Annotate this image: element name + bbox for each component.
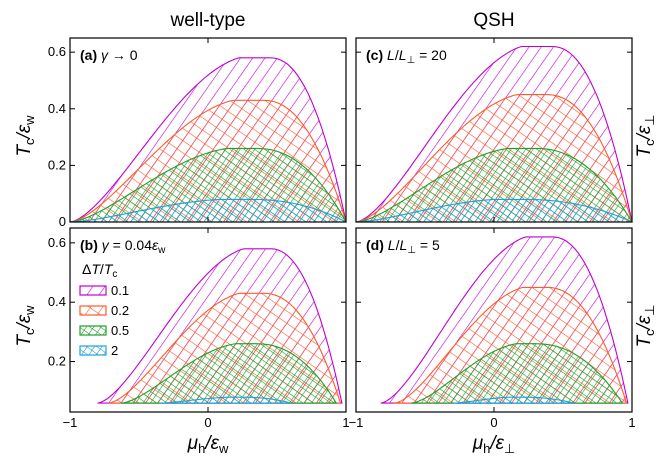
panels: 00.20.40.60.20.40.6−1 0 1−1 0 1 xyxy=(48,37,636,430)
svg-text:μh/εw: μh/εw xyxy=(187,433,229,456)
legend-entry-2: 2 xyxy=(79,343,118,358)
x-tick-label: 0 xyxy=(490,415,497,430)
legend-entry-0-1: 0.1 xyxy=(79,283,129,298)
x-tick-label: −1 xyxy=(349,415,364,430)
legend-entry-0-5: 0.5 xyxy=(79,323,129,338)
y-tick-label: 0 xyxy=(59,214,66,229)
legend: ΔT/Tc 0.1 0.2 0.5 2 xyxy=(79,261,129,358)
area-series-0-5 xyxy=(411,343,624,404)
panel-b: 0.2 0.4 0.6 −1 0 1 xyxy=(48,227,350,430)
y-tick-label: 0.2 xyxy=(48,354,66,369)
ylabel-right-bottom: Tc/ε⊥ xyxy=(634,304,657,347)
legend-label: 0.1 xyxy=(111,283,129,298)
x-tick-label: 1 xyxy=(342,415,349,430)
area-series-2 xyxy=(355,198,633,223)
y-tick-label: 0.6 xyxy=(48,44,66,59)
panel-label-d: (d) L/L⊥ = 5 xyxy=(366,237,440,256)
y-tick-label: 0.2 xyxy=(48,157,66,172)
ylabel-left-top: Tc/εw xyxy=(14,115,37,157)
svg-text:Tc/εw: Tc/εw xyxy=(14,115,37,157)
svg-text:(a) γ → 0: (a) γ → 0 xyxy=(80,47,138,63)
panel-c xyxy=(355,37,633,223)
legend-label: 2 xyxy=(111,343,118,358)
y-tick-label: 0.6 xyxy=(48,235,66,250)
area-series-2 xyxy=(159,396,291,404)
legend-entry-0-2: 0.2 xyxy=(79,303,129,318)
area-series-0-5 xyxy=(121,343,338,404)
panel-label-c: (c) L/L⊥ = 20 xyxy=(366,47,447,66)
legend-swatch xyxy=(79,285,107,296)
panel-d: −1 0 1 xyxy=(349,227,636,430)
ylabel-left-bottom: Tc/εw xyxy=(14,305,37,347)
x-tick-label: 0 xyxy=(204,415,211,430)
column-title-right: QSH xyxy=(473,10,514,31)
xlabel-right: μh/ε⊥ xyxy=(472,433,516,456)
legend-swatch xyxy=(79,325,107,336)
svg-text:Tc/ε⊥: Tc/ε⊥ xyxy=(634,114,657,157)
area-series-2 xyxy=(452,396,575,404)
x-tick-label: 1 xyxy=(628,415,635,430)
y-tick-label: 0.4 xyxy=(48,101,66,116)
legend-title: ΔT/Tc xyxy=(82,261,117,280)
svg-text:(b) γ = 0.04εw: (b) γ = 0.04εw xyxy=(80,237,166,256)
svg-text:(c) L/L⊥ = 20: (c) L/L⊥ = 20 xyxy=(366,47,447,66)
x-tick-label: −1 xyxy=(63,415,78,430)
legend-label: 0.2 xyxy=(111,303,129,318)
y-tick-label: 0.4 xyxy=(48,294,66,309)
legend-label: 0.5 xyxy=(111,323,129,338)
svg-text:Tc/εw: Tc/εw xyxy=(14,305,37,347)
legend-swatch xyxy=(79,345,107,356)
panel-a: 0 0.2 0.4 0.6 xyxy=(48,37,347,229)
legend-swatch xyxy=(79,305,107,316)
svg-text:Tc/ε⊥: Tc/ε⊥ xyxy=(634,304,657,347)
ylabel-right-top: Tc/ε⊥ xyxy=(634,114,657,157)
area-series-2 xyxy=(69,198,347,223)
xlabel-left: μh/εw xyxy=(187,433,229,456)
svg-text:(d) L/L⊥ = 5: (d) L/L⊥ = 5 xyxy=(366,237,440,256)
column-title-left: well-type xyxy=(170,10,246,31)
panel-label-b: (b) γ = 0.04εw xyxy=(80,237,166,256)
panel-label-a: (a) γ → 0 xyxy=(80,47,138,63)
svg-text:μh/ε⊥: μh/ε⊥ xyxy=(472,433,516,456)
